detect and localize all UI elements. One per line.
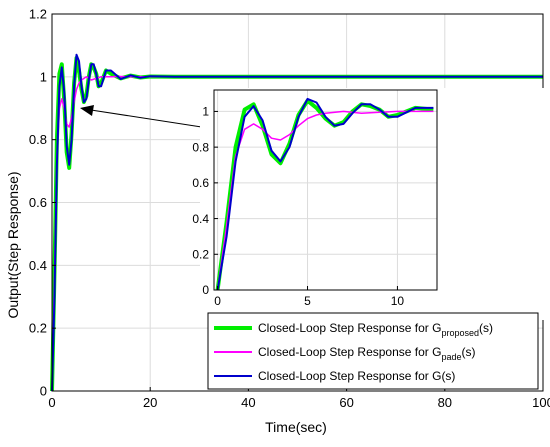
y-tick-label: 1.2 — [29, 7, 47, 22]
y-tick-label: 1 — [40, 69, 47, 84]
x-axis-label: Time(sec) — [265, 419, 327, 435]
series-line-2 — [216, 97, 434, 291]
x-tick-label: 0 — [48, 395, 55, 410]
x-tick-label: 20 — [143, 395, 157, 410]
y-tick-label: 0 — [202, 283, 209, 297]
y-tick-label: 0.6 — [29, 195, 47, 210]
zoom-arrow — [80, 105, 209, 129]
y-tick-label: 1 — [202, 105, 209, 119]
y-axis-label: Output(Step Response) — [5, 171, 21, 318]
y-tick-label: 0.8 — [192, 140, 209, 154]
x-tick-label: 10 — [391, 294, 405, 308]
y-tick-label: 0.6 — [192, 176, 209, 190]
legend: Closed-Loop Step Response for Gproposed(… — [207, 312, 539, 390]
legend-entry-label: Closed-Loop Step Response for Gproposed(… — [258, 321, 493, 338]
x-tick-label: 100 — [532, 395, 550, 410]
y-tick-label: 0.2 — [192, 247, 209, 261]
series-line-1 — [216, 110, 434, 291]
y-tick-label: 0.4 — [192, 212, 209, 226]
x-tick-label: 5 — [304, 294, 311, 308]
inset-background — [200, 88, 550, 320]
y-tick-label: 0 — [40, 384, 47, 399]
legend-entry-label: Closed-Loop Step Response for G(s) — [258, 369, 455, 383]
x-tick-label: 60 — [339, 395, 353, 410]
y-tick-label: 0.8 — [29, 132, 47, 147]
y-tick-label: 0.4 — [29, 258, 47, 273]
series-line-2 — [51, 53, 543, 392]
x-tick-label: 80 — [438, 395, 452, 410]
x-tick-label: 40 — [241, 395, 255, 410]
y-tick-label: 0.2 — [29, 321, 47, 336]
axes-box — [213, 89, 438, 291]
x-tick-label: 0 — [214, 294, 221, 308]
legend-entry-label: Closed-Loop Step Response for Gpade(s) — [258, 345, 475, 362]
